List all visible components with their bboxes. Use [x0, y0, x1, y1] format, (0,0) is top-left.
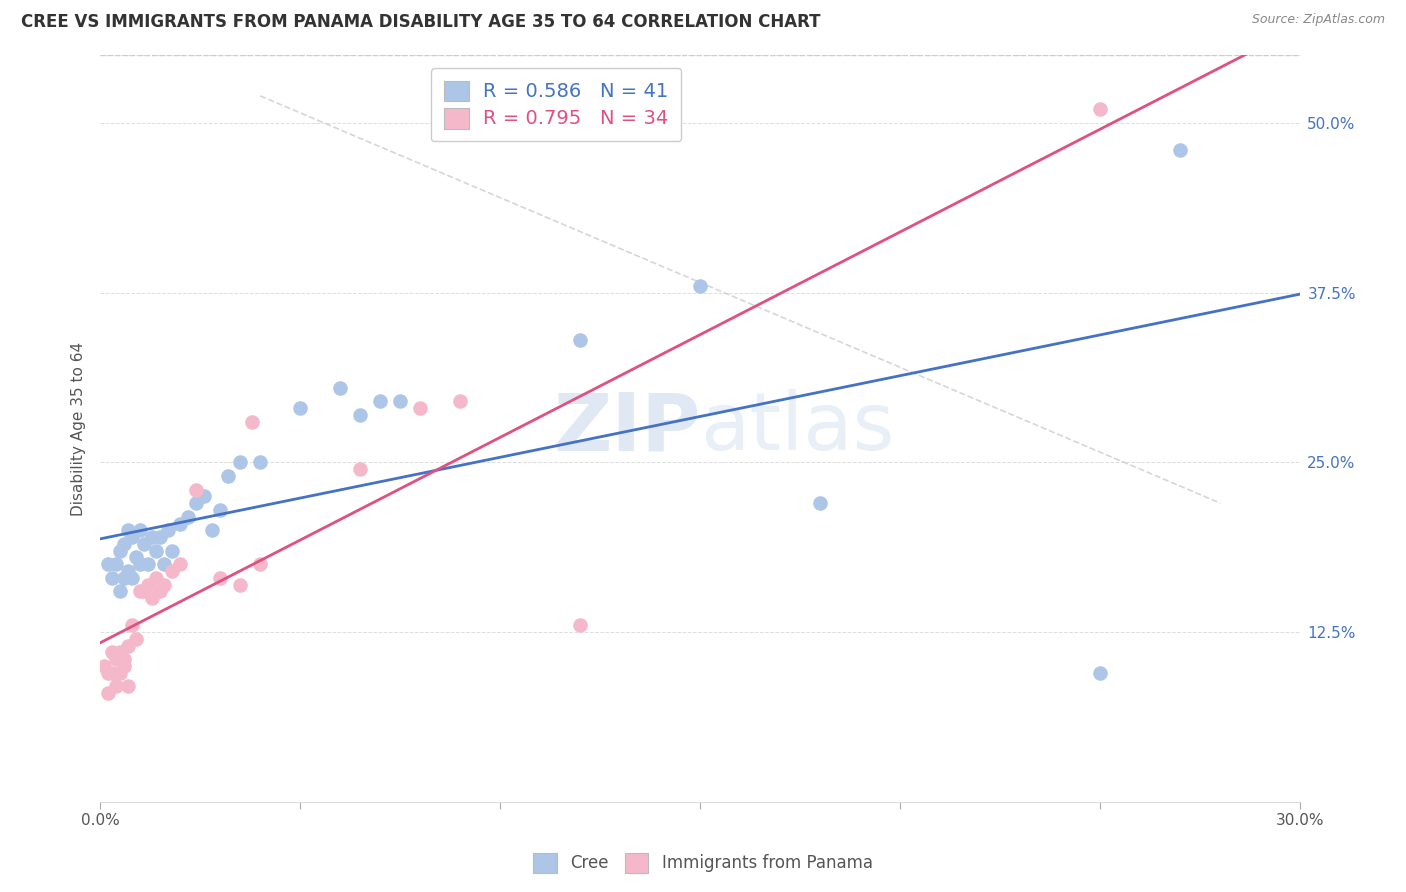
Point: [689, 279, 711, 293]
Point: [186, 496, 208, 510]
Point: [193, 489, 215, 503]
Point: [349, 462, 371, 476]
Point: [149, 530, 172, 544]
Point: [409, 401, 432, 416]
Text: CREE VS IMMIGRANTS FROM PANAMA DISABILITY AGE 35 TO 64 CORRELATION CHART: CREE VS IMMIGRANTS FROM PANAMA DISABILIT…: [21, 13, 821, 31]
Legend: Cree, Immigrants from Panama: Cree, Immigrants from Panama: [527, 847, 879, 880]
Point: [129, 524, 152, 538]
Point: [186, 483, 208, 497]
Point: [141, 530, 163, 544]
Point: [121, 530, 143, 544]
Point: [201, 524, 224, 538]
Point: [288, 401, 311, 416]
Point: [101, 665, 124, 680]
Point: [129, 584, 152, 599]
Text: atlas: atlas: [700, 390, 894, 467]
Point: [808, 496, 831, 510]
Text: ZIP: ZIP: [553, 390, 700, 467]
Point: [105, 680, 128, 694]
Point: [169, 516, 191, 531]
Point: [105, 558, 128, 572]
Y-axis label: Disability Age 35 to 64: Disability Age 35 to 64: [72, 342, 86, 516]
Point: [136, 577, 159, 591]
Point: [117, 524, 139, 538]
Point: [569, 618, 592, 632]
Point: [112, 571, 135, 585]
Point: [449, 394, 471, 409]
Point: [108, 584, 131, 599]
Point: [105, 652, 128, 666]
Point: [145, 571, 167, 585]
Text: Source: ZipAtlas.com: Source: ZipAtlas.com: [1251, 13, 1385, 27]
Point: [1090, 103, 1112, 117]
Point: [209, 503, 232, 517]
Point: [240, 415, 263, 429]
Point: [125, 632, 148, 646]
Point: [93, 659, 115, 673]
Point: [329, 381, 352, 395]
Point: [117, 680, 139, 694]
Point: [160, 543, 183, 558]
Point: [117, 639, 139, 653]
Point: [101, 571, 124, 585]
Point: [141, 591, 163, 606]
Point: [121, 571, 143, 585]
Point: [108, 645, 131, 659]
Point: [136, 558, 159, 572]
Point: [97, 558, 120, 572]
Point: [209, 571, 232, 585]
Point: [153, 558, 176, 572]
Point: [121, 618, 143, 632]
Point: [112, 537, 135, 551]
Point: [101, 645, 124, 659]
Point: [249, 455, 271, 469]
Point: [149, 584, 172, 599]
Point: [157, 524, 180, 538]
Point: [112, 659, 135, 673]
Point: [125, 550, 148, 565]
Point: [169, 558, 191, 572]
Point: [97, 665, 120, 680]
Point: [134, 537, 156, 551]
Point: [249, 558, 271, 572]
Point: [389, 394, 412, 409]
Point: [97, 686, 120, 700]
Point: [569, 333, 592, 347]
Point: [1090, 665, 1112, 680]
Point: [217, 469, 239, 483]
Point: [177, 509, 200, 524]
Legend: R = 0.586   N = 41, R = 0.795   N = 34: R = 0.586 N = 41, R = 0.795 N = 34: [432, 68, 682, 141]
Point: [145, 543, 167, 558]
Point: [153, 577, 176, 591]
Point: [1170, 143, 1192, 157]
Point: [108, 665, 131, 680]
Point: [117, 564, 139, 578]
Point: [134, 584, 156, 599]
Point: [112, 652, 135, 666]
Point: [229, 455, 252, 469]
Point: [129, 558, 152, 572]
Point: [349, 408, 371, 422]
Point: [108, 543, 131, 558]
Point: [229, 577, 252, 591]
Point: [160, 564, 183, 578]
Point: [368, 394, 391, 409]
